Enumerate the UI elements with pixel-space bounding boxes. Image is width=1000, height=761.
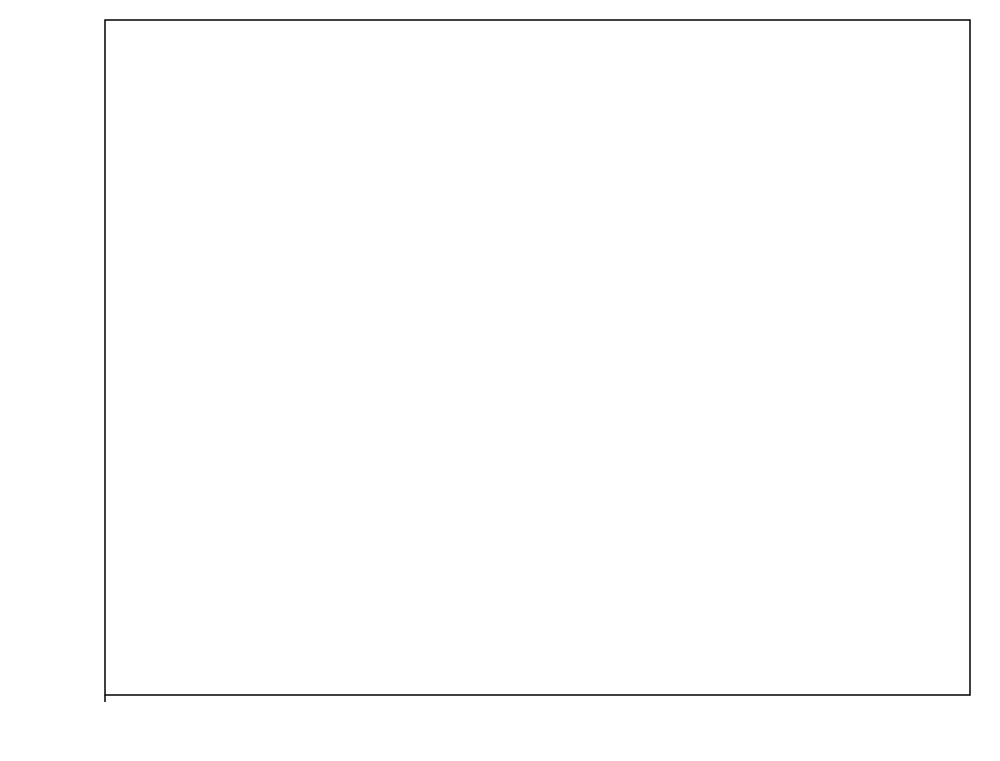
plot-frame [105, 20, 970, 695]
chart-svg [0, 0, 1000, 761]
loss-chart [0, 0, 1000, 761]
